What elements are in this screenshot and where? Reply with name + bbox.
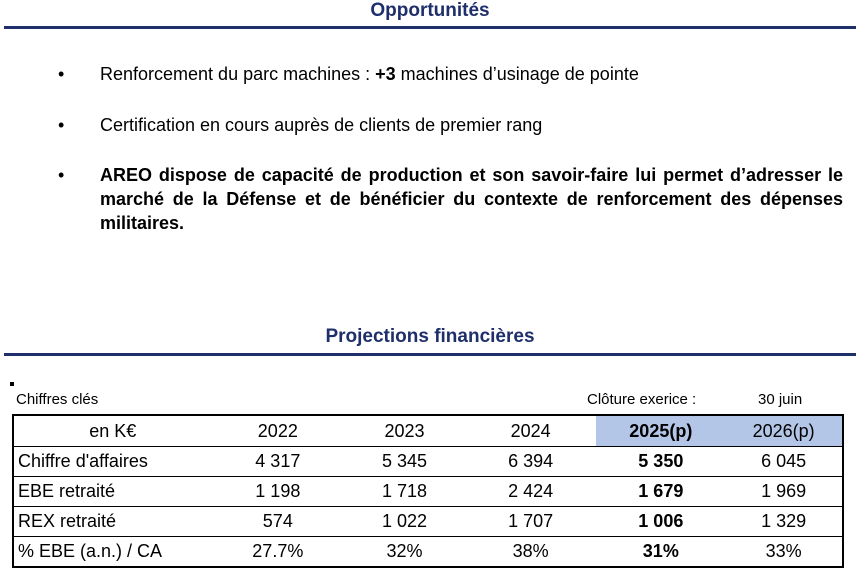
financial-table: en K€ 2022 2023 2024 2025(p) 2026(p) Chi… [12, 414, 844, 568]
table-row: EBE retraité 1 198 1 718 2 424 1 679 1 9… [13, 476, 843, 507]
table-cell: 1 329 [725, 506, 843, 537]
table-row: Chiffre d'affaires 4 317 5 345 6 394 5 3… [13, 446, 843, 477]
header-cell-2023: 2023 [344, 415, 465, 447]
opportunity-item-2: Certification en cours auprès de clients… [100, 115, 543, 135]
table-cell: 574 [211, 506, 345, 537]
table-cell: 5 345 [344, 446, 465, 477]
table-cell: 32% [344, 536, 465, 568]
header-cell-2026p: 2026(p) [725, 415, 843, 447]
table-cell: 27.7% [211, 536, 345, 568]
table-row: REX retraité 574 1 022 1 707 1 006 1 329 [13, 506, 843, 537]
table-cell: 1 022 [344, 506, 465, 537]
opportunity-item-1-highlight: +3 [375, 64, 396, 84]
table-cell: 5 350 [596, 446, 726, 477]
opportunity-item-3: AREO dispose de capacité de production e… [100, 165, 843, 233]
chiffres-cles-label: Chiffres clés [16, 391, 99, 408]
header-cell-unit: en K€ [13, 415, 212, 447]
row-label: REX retraité [13, 506, 212, 537]
table-cell: 33% [725, 536, 843, 568]
table-cell: 38% [464, 536, 597, 568]
table-cell: 1 969 [725, 476, 843, 507]
table-cell: 2 424 [464, 476, 597, 507]
opportunity-item-1-pre: Renforcement du parc machines : [100, 64, 376, 84]
bullet-symbol: • [58, 165, 65, 185]
table-cell: 1 679 [596, 476, 726, 507]
table-cell: 1 707 [464, 506, 597, 537]
row-label: Chiffre d'affaires [13, 446, 212, 477]
header-cell-2024: 2024 [464, 415, 597, 447]
projections-title-rule [4, 353, 856, 356]
bullet-symbol: • [58, 115, 65, 135]
header-cell-2022: 2022 [211, 415, 345, 447]
opportunity-item-1-post: machines d’usinage de pointe [395, 64, 639, 84]
header-cell-2025p: 2025(p) [596, 415, 726, 447]
table-cell: 1 198 [211, 476, 345, 507]
table-cell: 4 317 [211, 446, 345, 477]
table-row: % EBE (a.n.) / CA 27.7% 32% 38% 31% 33% [13, 536, 843, 568]
row-label: EBE retraité [13, 476, 212, 507]
table-cell: 31% [596, 536, 726, 568]
table-cell: 1 718 [344, 476, 465, 507]
bullet-symbol: • [58, 64, 65, 84]
table-cell: 6 045 [725, 446, 843, 477]
cloture-value: 30 juin [758, 391, 803, 408]
table-cell: 6 394 [464, 446, 597, 477]
corner-mark [10, 382, 14, 386]
cloture-label: Clôture exerice : [587, 391, 697, 408]
row-label: % EBE (a.n.) / CA [13, 536, 212, 568]
table-cell: 1 006 [596, 506, 726, 537]
opportunities-title-rule [4, 26, 856, 29]
opportunity-item-1: Renforcement du parc machines : +3 machi… [100, 62, 843, 86]
projections-title: Projections financières [325, 326, 535, 347]
opportunities-title: Opportunités [370, 0, 490, 21]
table-header-row: en K€ 2022 2023 2024 2025(p) 2026(p) [13, 415, 843, 447]
